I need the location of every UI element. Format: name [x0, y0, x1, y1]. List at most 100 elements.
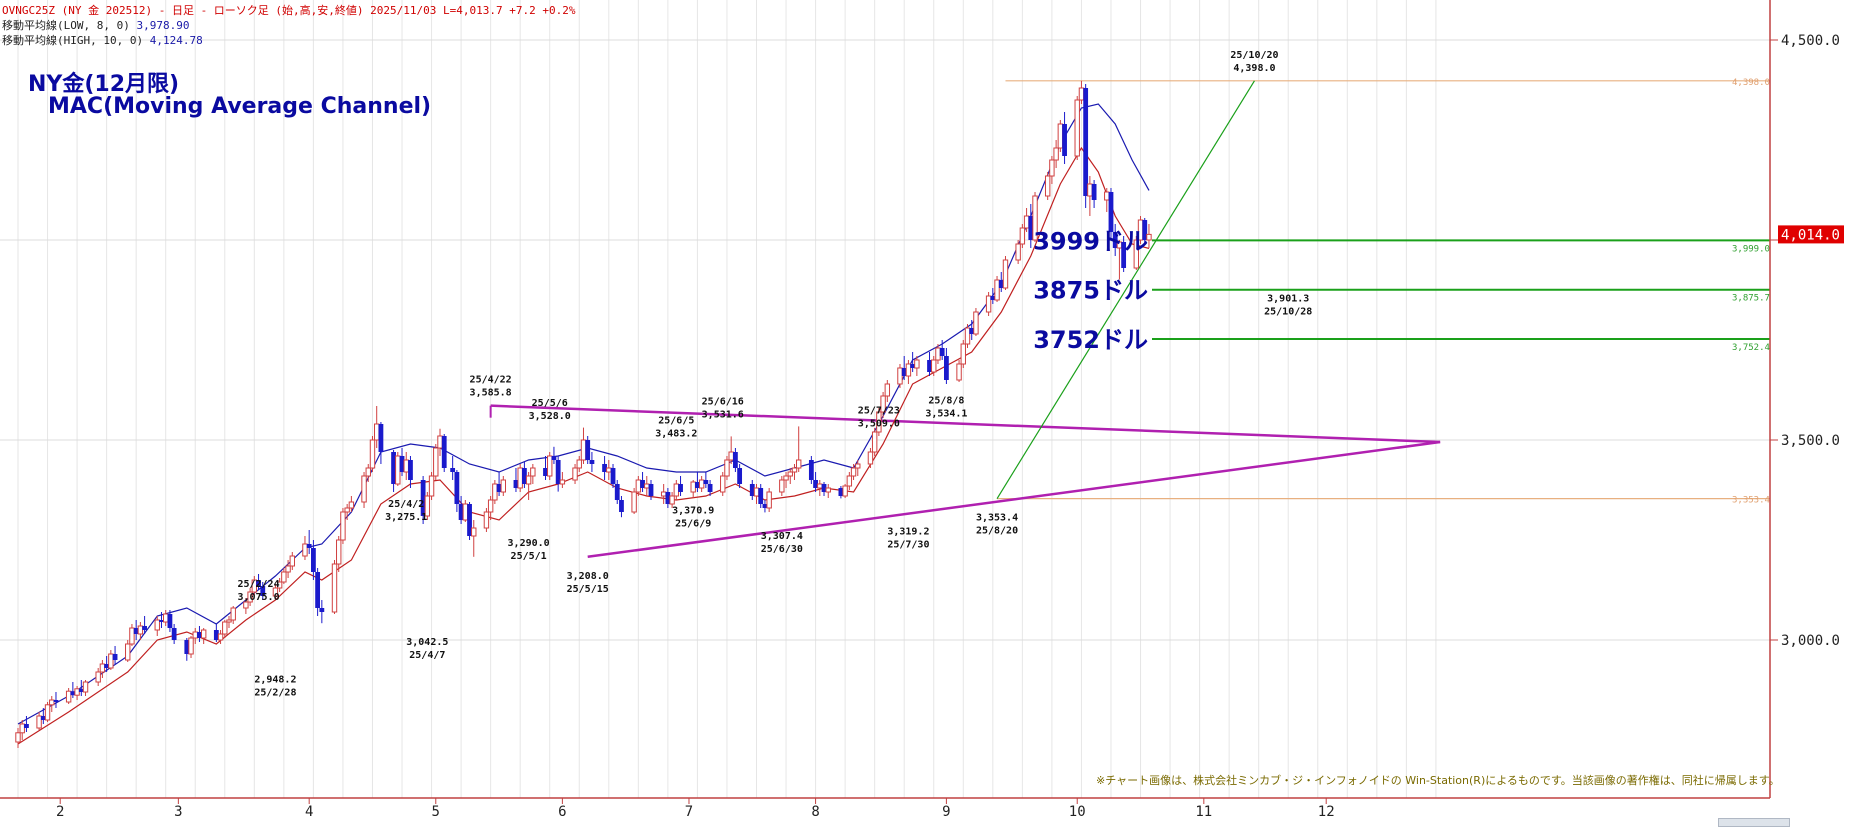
candle	[1015, 240, 1021, 264]
candle	[821, 482, 827, 496]
triangle-pattern	[489, 404, 1441, 559]
candle-body	[559, 479, 566, 485]
annotation-line-2: 25/4/7	[409, 650, 445, 661]
candle	[197, 626, 202, 642]
candle	[871, 428, 878, 456]
candle-body	[610, 468, 616, 484]
candle	[82, 680, 89, 696]
candle	[49, 696, 55, 712]
reference-line-label: 4,398.0	[1732, 78, 1770, 88]
candle	[517, 464, 523, 492]
candle	[226, 616, 232, 628]
trend-line	[996, 80, 1255, 499]
candle-body	[184, 640, 190, 654]
annotation-line-2: 25/5/15	[567, 584, 609, 595]
candle-body	[931, 359, 937, 373]
candle-body	[1104, 191, 1110, 201]
candle-body	[648, 484, 654, 496]
candle-body	[40, 716, 46, 720]
candle-body	[939, 348, 945, 356]
candle-body	[956, 363, 962, 381]
candle	[395, 452, 401, 486]
copyright-note: ※チャート画像は、株式会社ミンカブ・ジ・インフォノイドの Win-Station…	[1096, 774, 1780, 787]
candle-body	[787, 471, 793, 477]
candle-body	[698, 479, 705, 489]
candle	[1074, 96, 1080, 160]
candle-body	[420, 480, 426, 516]
candle	[1104, 188, 1110, 212]
candle	[260, 582, 266, 600]
candle-body	[914, 359, 920, 369]
candle-body	[783, 475, 789, 481]
candle-body	[272, 587, 279, 597]
candle-body	[825, 487, 831, 493]
candle	[525, 472, 532, 500]
ma-high-legend: 移動平均線(HIGH, 10, 0) 4,124.78	[2, 32, 203, 48]
candle	[559, 472, 566, 488]
candle	[188, 636, 194, 658]
candle	[230, 606, 236, 624]
candle-body	[65, 690, 72, 703]
candle	[660, 484, 667, 504]
candle	[154, 616, 160, 636]
candle	[365, 464, 371, 482]
candle	[247, 588, 253, 606]
price-annotation: 2,948.2 25/2/28	[254, 675, 296, 699]
candle	[213, 624, 219, 642]
annotation-line-1: 3,042.5	[406, 637, 448, 648]
price-annotations: 25/2/24 3,075.0 2,948.2 25/2/28 25/4/2 3,275.…	[237, 50, 1312, 699]
candle-body	[276, 581, 283, 589]
candle	[378, 422, 384, 464]
candle	[737, 464, 743, 488]
candle-body	[78, 688, 84, 692]
price-annotation: 25/4/22 3,585.8	[470, 375, 512, 399]
candle	[1053, 140, 1059, 168]
annotation-line-2: 25/8/20	[976, 526, 1018, 537]
annotation-line-1: 25/4/22	[470, 375, 512, 386]
candle	[487, 496, 494, 520]
candle-body	[808, 460, 814, 480]
candle-body	[517, 467, 523, 489]
annotation-line-2: 3,531.6	[702, 409, 744, 420]
annotation-line-1: 3,290.0	[508, 538, 550, 549]
x-tick-label: 9	[942, 804, 950, 820]
candle	[998, 272, 1004, 292]
candle-body	[720, 475, 726, 493]
candle-body	[602, 464, 607, 472]
candle	[867, 448, 874, 468]
candle	[450, 456, 456, 480]
candle-body	[665, 492, 671, 504]
candle	[960, 340, 966, 368]
candle	[990, 288, 996, 304]
candle-body	[391, 452, 396, 484]
x-tick-label: 10	[1069, 804, 1086, 820]
candle	[1087, 176, 1093, 216]
horizontal-scrollbar[interactable]	[1718, 818, 1790, 827]
candle-body	[703, 480, 709, 484]
candle-body	[336, 539, 342, 565]
annotation-line-2: 4,398.0	[1233, 63, 1275, 74]
candle	[1146, 224, 1152, 248]
trend-line-segment	[996, 80, 1255, 499]
annotation-line-1: 2,948.2	[254, 675, 296, 686]
vertical-gridlines	[17, 0, 1437, 798]
candle-body	[213, 630, 219, 640]
candle-body	[973, 311, 979, 335]
candle-body	[471, 527, 477, 537]
annotation-line-2: 25/5/1	[511, 551, 547, 562]
candle-body	[24, 724, 29, 728]
candle-body	[403, 459, 409, 473]
triangle-line	[587, 440, 1441, 559]
candle	[142, 616, 147, 634]
candle	[348, 496, 355, 512]
candle	[200, 628, 207, 644]
candle-body	[487, 499, 494, 513]
candle	[289, 552, 296, 570]
candle-body	[222, 621, 228, 635]
candle	[1142, 218, 1148, 244]
candle-body	[192, 631, 198, 639]
annotation-line-1: 25/10/20	[1230, 50, 1278, 61]
ma-high-line	[17, 103, 1150, 725]
candle-body	[1146, 233, 1152, 241]
